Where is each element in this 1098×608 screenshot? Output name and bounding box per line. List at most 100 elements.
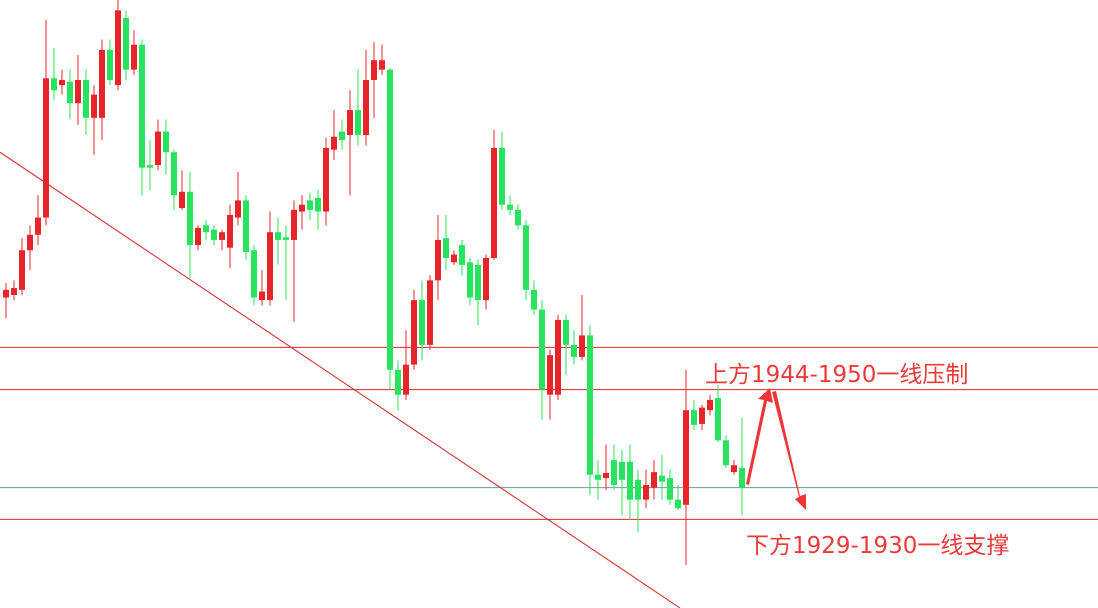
candle-body [387, 69, 393, 370]
candle-body [251, 250, 257, 298]
candle-body [83, 79, 89, 118]
candle-body [243, 200, 249, 252]
candle-body [427, 280, 433, 345]
candle-body [339, 131, 345, 141]
candle-body [563, 319, 569, 345]
candle-body [299, 204, 305, 212]
candle-body [587, 335, 593, 475]
candle-body [27, 234, 33, 251]
candle-body [683, 410, 689, 505]
candle-body [459, 245, 465, 265]
trend-line [0, 151, 681, 608]
candle-body [123, 18, 129, 70]
candle-body [547, 355, 553, 395]
candle-body [91, 94, 97, 118]
candle-body [363, 79, 369, 136]
candle-body [595, 474, 601, 480]
candle-body [515, 209, 521, 226]
candle-body [11, 288, 17, 295]
annotation: 上方1944-1950一线压制 [705, 362, 968, 388]
candle-body [171, 152, 177, 196]
candle-body [531, 289, 537, 310]
candle-body [67, 81, 73, 104]
candle-body [331, 136, 337, 150]
candle-body [203, 225, 209, 233]
candle-body [643, 485, 649, 500]
candle-body [35, 217, 41, 235]
candle-body [731, 465, 737, 473]
candle-body [315, 197, 321, 212]
candle-body [667, 478, 673, 500]
candle-body [147, 165, 153, 168]
candle-body [75, 79, 81, 104]
candle-body [443, 238, 449, 258]
candle-body [571, 344, 577, 357]
candle-body [139, 44, 145, 168]
candle-body [283, 237, 289, 240]
candle-body [347, 110, 353, 136]
candle-body [211, 229, 217, 240]
candle-body [627, 461, 633, 500]
candle-body [51, 78, 57, 91]
candle-body [187, 191, 193, 246]
candle-body [715, 398, 721, 441]
candle-body [403, 364, 409, 395]
candle-body [131, 44, 137, 70]
arrows [746, 388, 806, 510]
candle-body [3, 289, 9, 298]
candle-body [451, 254, 457, 263]
candle-body [651, 472, 657, 488]
candle-body [163, 131, 169, 153]
candle-body [43, 78, 49, 218]
candle-body [507, 204, 513, 210]
candle-body [267, 232, 273, 301]
candle-body [235, 200, 241, 218]
candle-body [579, 335, 585, 357]
candle-body [699, 407, 705, 424]
candle-body [155, 131, 161, 166]
candle-body [259, 291, 265, 301]
candle-body [115, 10, 121, 86]
candle-body [483, 257, 489, 301]
candle-body [307, 200, 313, 210]
candle-body [379, 60, 385, 70]
candle-body [539, 309, 545, 390]
candle-body [355, 110, 361, 136]
annotation: 下方1929-1930一线支撑 [746, 533, 1009, 559]
candle-body [691, 410, 697, 425]
candle-body [227, 214, 233, 248]
candle-body [723, 440, 729, 466]
candle-body [195, 227, 201, 246]
candle-body [435, 239, 441, 281]
candle-body [99, 49, 105, 118]
candle-body [323, 147, 329, 212]
candle-body [611, 460, 617, 486]
candle-body [491, 147, 497, 258]
candle-body [707, 399, 713, 411]
candle-body [555, 319, 561, 395]
candle-body [523, 225, 529, 290]
candle-body [619, 461, 625, 480]
candle-body [739, 467, 745, 488]
candle-body [275, 232, 281, 240]
arrow-up [746, 388, 773, 485]
arrow-down [772, 391, 806, 510]
candle-body [395, 369, 401, 395]
candle-body [635, 479, 641, 500]
candle-body [467, 262, 473, 298]
candle-body [603, 472, 609, 479]
candle-body [219, 232, 225, 240]
candle-body [675, 499, 681, 509]
candle-body [107, 49, 113, 80]
candle-body [499, 147, 505, 205]
candle-body [419, 300, 425, 345]
candle-body [59, 79, 65, 86]
candle-body [19, 250, 25, 290]
candle-body [179, 191, 185, 209]
candle-body [659, 475, 665, 482]
candle-body [475, 264, 481, 301]
candle-body [371, 60, 377, 80]
